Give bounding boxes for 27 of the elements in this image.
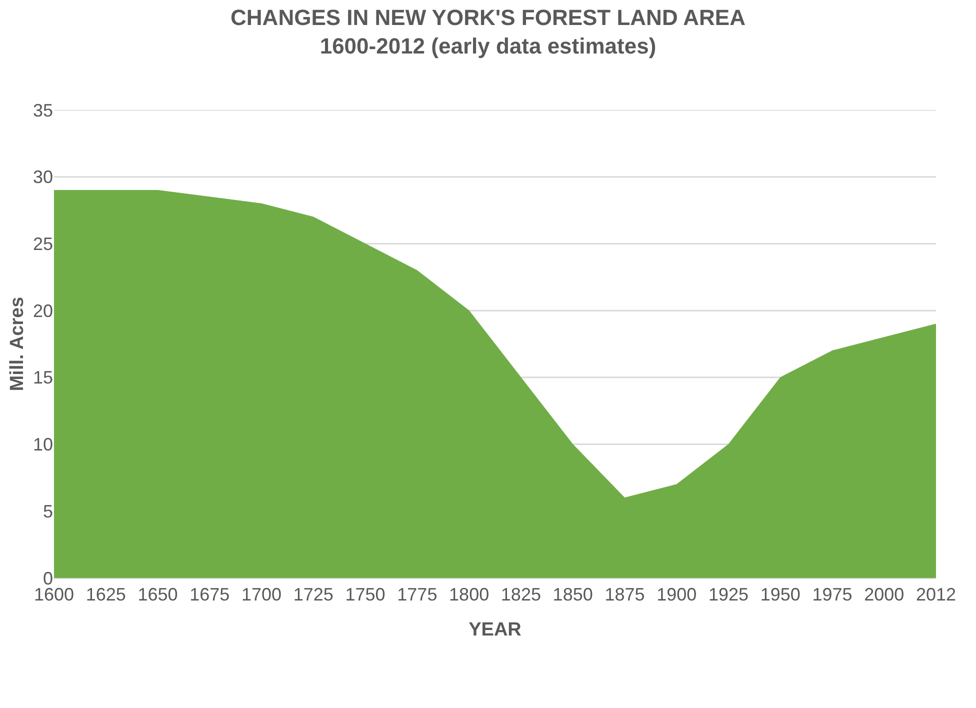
chart-title: CHANGES IN NEW YORK'S FOREST LAND AREA 1600-2012 (early data estimates) xyxy=(230,4,746,58)
x-tick-label: 1675 xyxy=(190,584,230,605)
x-tick-label: 1700 xyxy=(242,584,282,605)
y-axis-title: Mill. Acres xyxy=(6,296,28,392)
x-tick-label: 1775 xyxy=(397,584,438,605)
y-tick-label: 25 xyxy=(32,234,53,254)
x-tick-label: 2000 xyxy=(864,584,904,605)
y-tick-label: 35 xyxy=(32,100,53,120)
x-tick-label: 1900 xyxy=(656,584,697,605)
x-tick-label: 1800 xyxy=(449,584,490,605)
x-tick-label: 1875 xyxy=(604,584,645,605)
x-tick-label: 1725 xyxy=(293,584,334,605)
x-tick-label: 2012 xyxy=(916,584,956,605)
x-tick-label: 1650 xyxy=(138,584,178,605)
x-tick-label: 1825 xyxy=(500,584,541,605)
x-tick-label: 1750 xyxy=(345,584,386,605)
x-tick-label: 1950 xyxy=(760,584,800,605)
y-tick-label: 20 xyxy=(32,300,53,321)
x-tick-label: 1925 xyxy=(708,584,748,605)
x-tick-label: 1625 xyxy=(86,584,126,605)
x-axis-title: YEAR xyxy=(468,619,522,640)
x-tick-label: 1850 xyxy=(552,584,593,605)
y-tick-label: 10 xyxy=(32,434,53,455)
y-tick-label: 30 xyxy=(32,167,53,188)
y-tick-label: 15 xyxy=(32,368,53,388)
x-tick-label: 1975 xyxy=(812,584,852,605)
y-tick-label: 5 xyxy=(42,501,53,522)
